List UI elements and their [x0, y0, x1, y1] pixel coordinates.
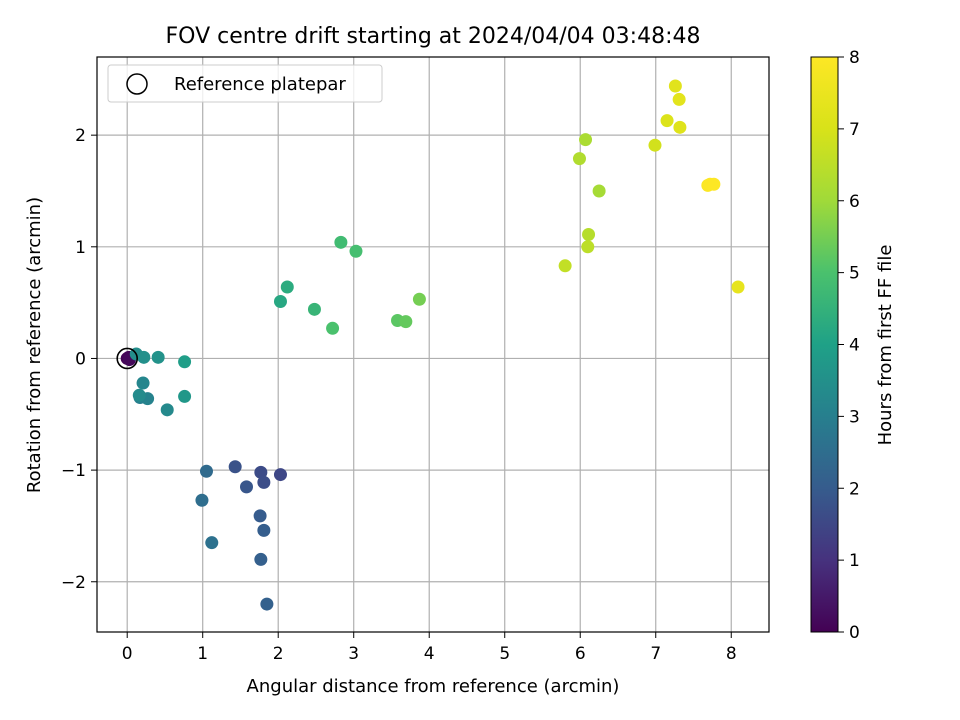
data-point	[334, 235, 348, 249]
x-tick-label: 3	[348, 644, 359, 664]
data-point	[707, 177, 721, 191]
y-axis-label: Rotation from reference (arcmin)	[24, 197, 45, 493]
data-point	[581, 240, 595, 254]
colorbar-tick-label: 5	[849, 264, 860, 284]
x-tick-label: 1	[197, 644, 208, 664]
data-point	[280, 280, 294, 294]
data-point	[160, 403, 174, 417]
x-tick-label: 5	[499, 644, 510, 664]
data-point	[254, 465, 268, 479]
colorbar-tick-label: 4	[849, 336, 860, 356]
x-axis-label: Angular distance from reference (arcmin)	[247, 676, 620, 697]
y-tick-label: 2	[75, 126, 86, 146]
colorbar-tick-label: 7	[849, 120, 860, 140]
reference-marker	[116, 347, 139, 370]
colorbar: 0 1 2 3 4 5 6 7 8 Hours from first FF file	[810, 48, 896, 643]
x-tick-label: 0	[122, 644, 133, 664]
y-tick-label: −1	[61, 461, 86, 481]
data-point	[253, 509, 267, 523]
data-point	[582, 228, 596, 242]
colorbar-tick-label: 2	[849, 479, 860, 499]
data-point	[240, 480, 254, 494]
data-point	[195, 493, 209, 507]
data-point	[273, 468, 287, 482]
data-point	[273, 295, 287, 309]
colorbar-label: Hours from first FF file	[875, 245, 896, 446]
data-point	[136, 376, 150, 390]
legend: Reference platepar	[107, 64, 383, 103]
data-point	[132, 388, 146, 402]
data-point	[257, 475, 271, 489]
colorbar-tick-label: 0	[849, 623, 860, 643]
data-point	[260, 597, 274, 611]
data-point	[326, 321, 340, 335]
legend-marker-icon	[126, 73, 148, 95]
data-point	[673, 120, 687, 134]
x-tick-label: 8	[726, 644, 737, 664]
colorbar-gradient	[810, 56, 839, 633]
data-point	[307, 302, 321, 316]
y-tick-label: −2	[61, 573, 86, 593]
data-point	[660, 114, 674, 128]
data-point	[592, 184, 606, 198]
legend-entry-reference: Reference platepar	[174, 74, 346, 95]
colorbar-tick-label: 3	[849, 407, 860, 427]
legend-box	[107, 64, 383, 103]
data-point	[731, 280, 745, 294]
data-point	[668, 79, 682, 93]
data-point	[672, 92, 686, 106]
data-point	[257, 523, 271, 537]
x-tick-label: 7	[650, 644, 661, 664]
y-tick-label: 1	[75, 238, 86, 258]
x-tick-label: 4	[424, 644, 435, 664]
colorbar-ticks: 0 1 2 3 4 5 6 7 8	[838, 48, 860, 643]
data-point	[178, 355, 192, 369]
data-point	[178, 389, 192, 403]
data-point	[205, 536, 219, 550]
data-point	[648, 138, 662, 152]
x-tick-label: 6	[575, 644, 586, 664]
colorbar-tick-label: 6	[849, 192, 860, 212]
axes-frame	[96, 56, 770, 633]
data-point	[199, 464, 213, 478]
plot-area: 0 1 2 3 4 5 6 7 8 −2 −1 0 1 2	[61, 56, 770, 664]
data-point	[412, 292, 426, 306]
data-point	[228, 460, 242, 474]
data-point	[137, 350, 151, 364]
data-point	[254, 552, 268, 566]
x-tick-label: 2	[273, 644, 284, 664]
colorbar-tick-label: 8	[849, 48, 860, 68]
data-point	[399, 315, 413, 329]
data-point	[151, 350, 165, 364]
data-point	[579, 133, 593, 147]
data-point	[349, 244, 363, 258]
data-point	[558, 259, 572, 273]
data-point	[572, 152, 586, 166]
colorbar-tick-label: 1	[849, 551, 860, 571]
y-tick-label: 0	[75, 349, 86, 369]
chart-title: FOV centre drift starting at 2024/04/04 …	[166, 24, 701, 49]
